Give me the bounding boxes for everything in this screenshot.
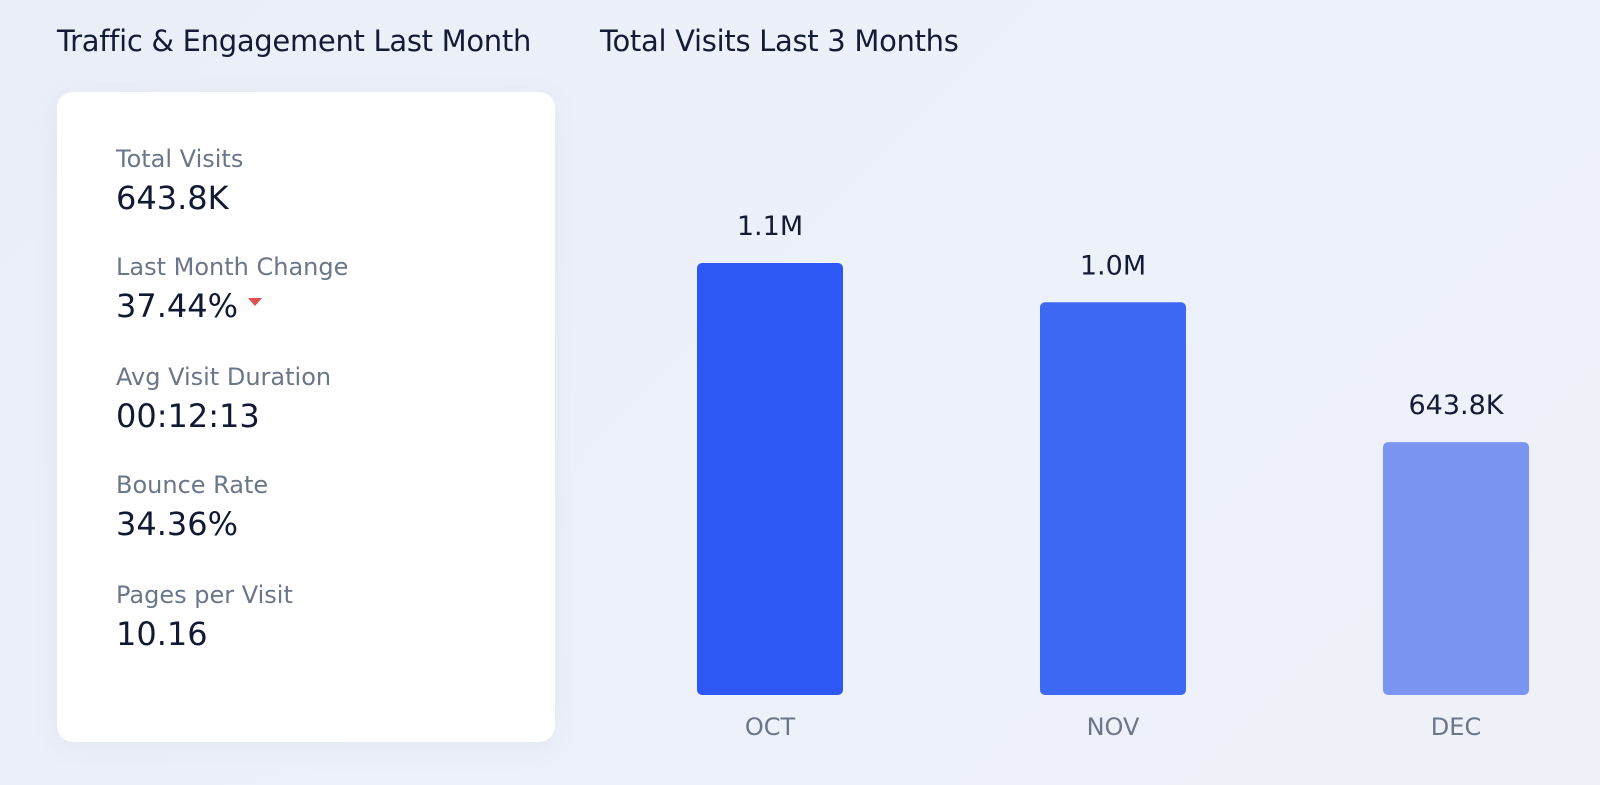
metric-pages-per-visit: Pages per Visit 10.16 — [116, 580, 293, 655]
bar-value-label: 1.0M — [1080, 250, 1146, 281]
caret-down-icon — [248, 298, 263, 306]
bar-dec[interactable] — [1383, 442, 1529, 695]
metric-last-month-change: Last Month Change 37.44% — [116, 252, 348, 327]
x-tick-label: DEC — [1431, 713, 1481, 741]
metric-value: 643.8K — [116, 179, 229, 217]
metric-value: 00:12:13 — [116, 397, 260, 435]
metric-value: 37.44% — [116, 287, 239, 325]
total-visits-chart-title: Total Visits Last 3 Months — [600, 24, 959, 58]
metric-avg-visit-duration: Avg Visit Duration 00:12:13 — [116, 362, 331, 437]
x-tick-label: OCT — [745, 713, 796, 741]
metric-bounce-rate: Bounce Rate 34.36% — [116, 470, 268, 545]
metric-label: Total Visits — [116, 145, 244, 173]
bar-value-label: 1.1M — [737, 211, 803, 242]
metrics-card: Total Visits 643.8K Last Month Change 37… — [57, 92, 555, 742]
metric-label: Avg Visit Duration — [116, 363, 332, 391]
bar-value-label: 643.8K — [1408, 390, 1504, 421]
bar-nov[interactable] — [1040, 302, 1186, 695]
metric-label: Last Month Change — [116, 253, 349, 281]
metric-label: Pages per Visit — [116, 581, 293, 609]
metric-label: Bounce Rate — [116, 471, 269, 499]
bar-oct[interactable] — [697, 263, 843, 695]
traffic-engagement-title: Traffic & Engagement Last Month — [57, 24, 532, 58]
metric-value: 34.36% — [116, 505, 239, 543]
metric-total-visits: Total Visits 643.8K — [116, 144, 243, 219]
x-tick-label: NOV — [1087, 713, 1140, 741]
metric-value: 10.16 — [116, 615, 208, 653]
